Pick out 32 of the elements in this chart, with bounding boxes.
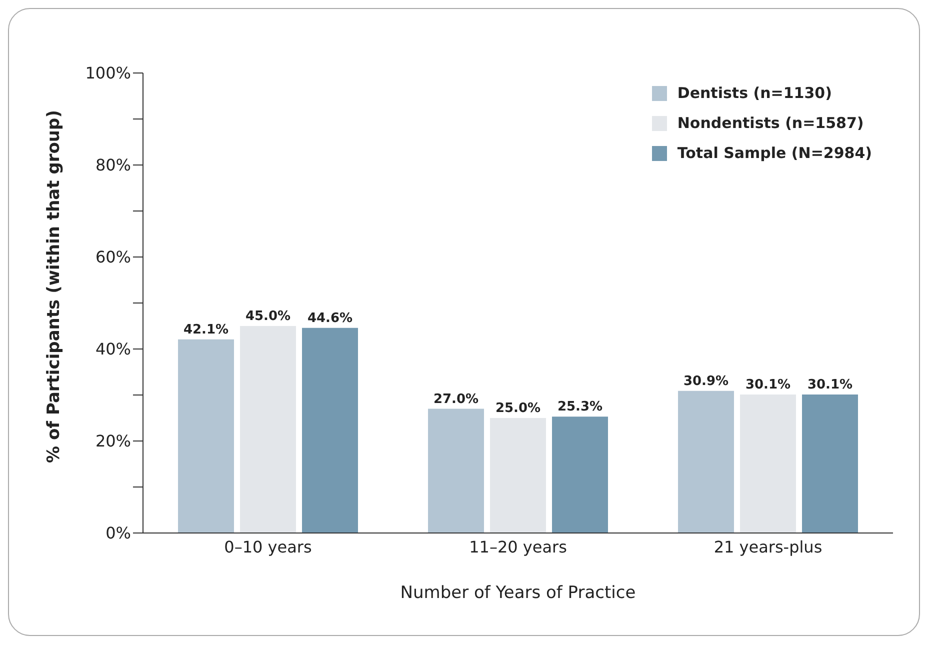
- x-tick-label: 0–10 years: [224, 537, 312, 556]
- legend-label: Nondentists (n=1587): [677, 113, 864, 134]
- legend-label: Dentists (n=1130): [677, 83, 832, 104]
- data-label: 30.1%: [745, 378, 791, 393]
- bar: [678, 390, 734, 533]
- y-tick-label: 60%: [95, 248, 131, 267]
- bar: [178, 339, 234, 533]
- y-tick-label: 20%: [95, 432, 131, 451]
- data-label: 42.1%: [183, 322, 229, 338]
- y-axis-title: % of Participants (within that group): [44, 110, 64, 463]
- data-label: 25.3%: [557, 400, 603, 415]
- y-tick-label: 100%: [85, 64, 131, 83]
- bar: [802, 394, 858, 533]
- data-label: 27.0%: [433, 392, 479, 407]
- x-axis-title: Number of Years of Practice: [400, 583, 636, 603]
- data-label: 30.1%: [807, 378, 853, 393]
- bar: [240, 326, 296, 533]
- bar: [428, 408, 484, 533]
- y-tick-label: 0%: [106, 524, 131, 543]
- x-tick-label: 11–20 years: [469, 537, 567, 556]
- data-label: 25.0%: [495, 401, 541, 416]
- bar: [490, 418, 546, 533]
- y-tick-label: 40%: [95, 340, 131, 359]
- y-tick-label: 80%: [95, 156, 131, 175]
- legend-label: Total Sample (N=2984): [677, 143, 872, 164]
- bar: [552, 416, 608, 533]
- x-tick-label: 21 years-plus: [714, 537, 822, 556]
- bar: [302, 328, 358, 533]
- data-label: 44.6%: [307, 310, 353, 326]
- bar: [740, 394, 796, 533]
- data-label: 30.9%: [683, 374, 729, 389]
- data-label: 45.0%: [245, 309, 291, 324]
